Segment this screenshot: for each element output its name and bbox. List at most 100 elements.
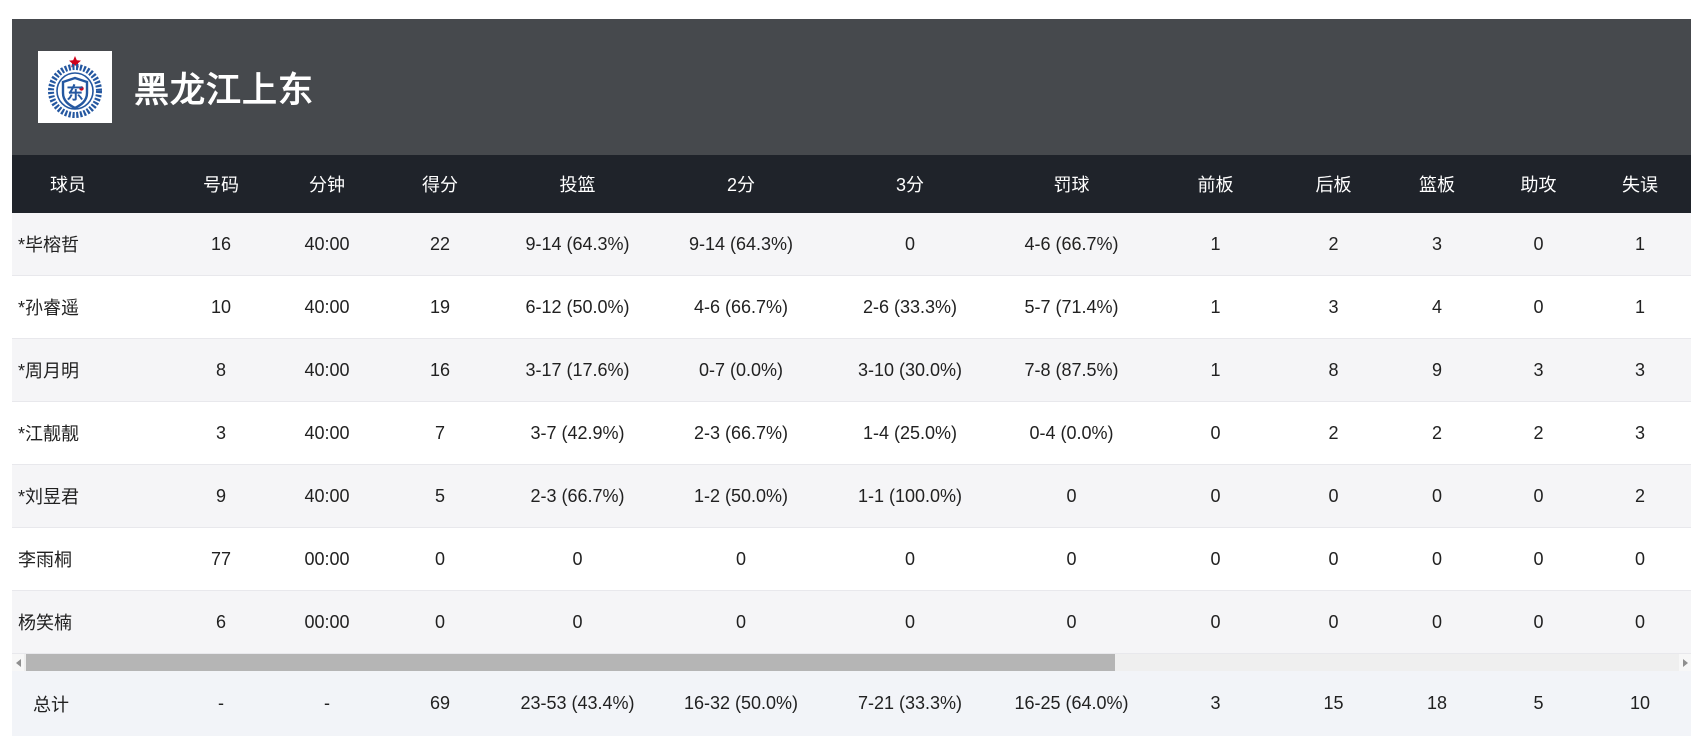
cell-points: 22 xyxy=(429,233,451,254)
cell-player: *孙睿遥 xyxy=(18,298,80,318)
team-logo: 东 xyxy=(38,51,112,123)
cell-2pt: 0-7 (0.0%) xyxy=(698,359,784,380)
cell-oreb: 1 xyxy=(1210,359,1221,380)
cell-2pt: 0 xyxy=(735,611,746,632)
cell-fg: 9-14 (64.3%) xyxy=(525,233,630,254)
scrollbar-right-arrow-icon[interactable] xyxy=(1679,654,1691,671)
cell-fg: 3-7 (42.9%) xyxy=(530,422,625,443)
header-number: 号码 xyxy=(203,175,239,195)
cell-points: 5 xyxy=(434,485,445,506)
cell-2pt: 1-2 (50.0%) xyxy=(693,485,789,506)
total-dreb: 15 xyxy=(1323,693,1344,713)
cell-minutes: 40:00 xyxy=(304,422,350,443)
team-banner: 东 黑龙江上东 xyxy=(12,19,1691,155)
team-name: 黑龙江上东 xyxy=(134,70,315,110)
cell-points: 7 xyxy=(434,422,445,443)
cell-ast: 0 xyxy=(1533,296,1544,317)
cell-ast: 0 xyxy=(1533,233,1544,254)
total-reb: 18 xyxy=(1426,693,1448,713)
cell-player: *江靓靓 xyxy=(18,424,80,444)
cell-dreb: 0 xyxy=(1328,611,1339,632)
player-row: 杨笑楠 6 00:00 0 0 0 0 0 0 0 0 0 0 xyxy=(12,591,1691,654)
header-reb: 篮板 xyxy=(1419,175,1455,195)
cell-number: 77 xyxy=(210,548,232,569)
cell-to: 1 xyxy=(1634,296,1645,317)
player-row: *周月明 8 40:00 16 3-17 (17.6%) 0-7 (0.0%) 3-10 (… xyxy=(12,339,1691,402)
header-3pt: 3分 xyxy=(895,175,924,195)
cell-number: 6 xyxy=(215,611,226,632)
cell-fg: 3-17 (17.6%) xyxy=(525,359,630,380)
scrollbar-thumb[interactable] xyxy=(26,654,1115,671)
cell-reb: 0 xyxy=(1431,485,1442,506)
cell-ft: 5-7 (71.4%) xyxy=(1024,296,1119,317)
player-row: *刘昱君 9 40:00 5 2-3 (66.7%) 1-2 (50.0%) 1-1 (10… xyxy=(12,465,1691,528)
header-minutes: 分钟 xyxy=(309,175,345,195)
cell-fg: 6-12 (50.0%) xyxy=(525,296,630,317)
cell-minutes: 00:00 xyxy=(304,611,350,632)
cell-ast: 2 xyxy=(1533,422,1544,443)
cell-2pt: 4-6 (66.7%) xyxy=(693,296,789,317)
total-player: 总计 xyxy=(33,694,69,715)
cell-2pt: 0 xyxy=(735,548,746,569)
total-minutes: - xyxy=(324,693,330,713)
header-points: 得分 xyxy=(422,175,458,195)
cell-reb: 3 xyxy=(1431,233,1442,254)
cell-3pt: 1-4 (25.0%) xyxy=(862,422,958,443)
cell-oreb: 0 xyxy=(1210,485,1221,506)
cell-player: 李雨桐 xyxy=(18,550,72,570)
cell-reb: 2 xyxy=(1431,422,1442,443)
cell-to: 3 xyxy=(1634,359,1645,380)
cell-ft: 7-8 (87.5%) xyxy=(1024,359,1119,380)
stats-header-row: 球员 号码 分钟 得分 投篮 2分 3分 罚球 前板 后板 篮板 助攻 失误 xyxy=(12,155,1691,213)
header-ast: 助攻 xyxy=(1520,175,1557,195)
cell-number: 16 xyxy=(210,233,232,254)
cell-number: 8 xyxy=(215,359,226,380)
scrollbar-left-arrow-icon[interactable] xyxy=(12,654,24,671)
cell-number: 10 xyxy=(210,296,232,317)
cell-minutes: 00:00 xyxy=(304,548,350,569)
cell-number: 9 xyxy=(215,485,226,506)
cell-ft: 4-6 (66.7%) xyxy=(1024,233,1119,254)
cell-3pt: 0 xyxy=(904,548,915,569)
total-fg: 23-53 (43.4%) xyxy=(520,693,635,713)
cell-3pt: 2-6 (33.3%) xyxy=(862,296,958,317)
cell-oreb: 0 xyxy=(1210,611,1221,632)
cell-fg: 0 xyxy=(572,611,583,632)
total-to: 10 xyxy=(1629,693,1651,713)
cell-dreb: 2 xyxy=(1328,233,1339,254)
header-dreb: 后板 xyxy=(1315,175,1352,195)
cell-ast: 0 xyxy=(1533,611,1544,632)
cell-player: 杨笑楠 xyxy=(18,613,72,633)
team-crest-icon: 东 xyxy=(48,56,102,118)
cell-dreb: 3 xyxy=(1328,296,1339,317)
total-ft: 16-25 (64.0%) xyxy=(1014,693,1129,713)
cell-oreb: 0 xyxy=(1210,422,1221,443)
cell-oreb: 1 xyxy=(1210,233,1221,254)
horizontal-scrollbar[interactable] xyxy=(12,654,1691,671)
cell-reb: 0 xyxy=(1431,611,1442,632)
cell-2pt: 2-3 (66.7%) xyxy=(693,422,789,443)
cell-dreb: 8 xyxy=(1328,359,1339,380)
cell-fg: 0 xyxy=(572,548,583,569)
cell-to: 0 xyxy=(1634,548,1645,569)
header-2pt: 2分 xyxy=(726,175,755,195)
total-2pt: 16-32 (50.0%) xyxy=(683,693,799,713)
cell-to: 0 xyxy=(1634,611,1645,632)
cell-points: 0 xyxy=(434,611,445,632)
cell-ft: 0 xyxy=(1066,611,1077,632)
cell-player: *周月明 xyxy=(18,361,80,381)
cell-minutes: 40:00 xyxy=(304,359,350,380)
team-logo-char: 东 xyxy=(67,83,84,103)
cell-points: 0 xyxy=(434,548,445,569)
cell-ast: 3 xyxy=(1533,359,1544,380)
cell-oreb: 0 xyxy=(1210,548,1221,569)
cell-ft: 0-4 (0.0%) xyxy=(1029,422,1114,443)
cell-player: *毕榕哲 xyxy=(18,235,80,255)
cell-2pt: 9-14 (64.3%) xyxy=(688,233,794,254)
total-points: 69 xyxy=(429,693,451,713)
player-row: 李雨桐 77 00:00 0 0 0 0 0 0 0 0 0 0 xyxy=(12,528,1691,591)
total-ast: 5 xyxy=(1533,693,1544,713)
cell-points: 19 xyxy=(429,296,451,317)
totals-row: 总计 - - 69 23-53 (43.4%) 16-32 (50.0%) 7-21 (33… xyxy=(12,671,1691,736)
header-to: 失误 xyxy=(1622,175,1658,195)
